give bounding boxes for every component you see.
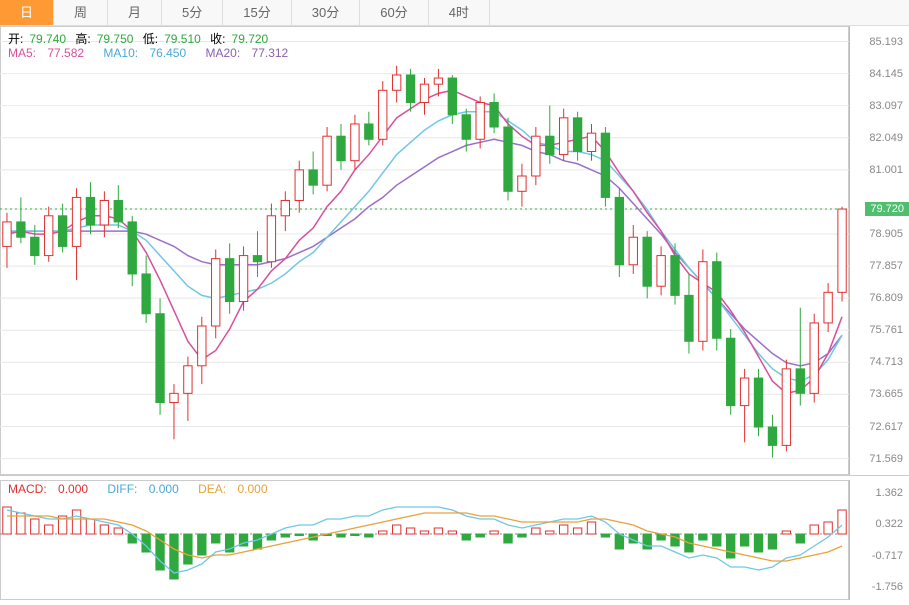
price-tick: 77.857: [869, 260, 903, 272]
low-value: 79.510: [164, 32, 201, 46]
dea-label: DEA: 0.000: [198, 482, 275, 496]
price-tick: 74.713: [869, 356, 903, 368]
timeframe-tab-2[interactable]: 月: [108, 0, 162, 25]
ma5-label: MA5: 77.582: [8, 46, 92, 60]
timeframe-tab-0[interactable]: 日: [0, 0, 54, 25]
macd-label: MACD: 0.000: [8, 482, 96, 496]
timeframe-tab-5[interactable]: 30分: [292, 0, 360, 25]
price-tick: 75.761: [869, 324, 903, 336]
close-label: 收:: [210, 32, 225, 46]
close-value: 79.720: [232, 32, 269, 46]
ma10-label: MA10: 76.450: [103, 46, 194, 60]
macd-info: MACD: 0.000 DIFF: 0.000 DEA: 0.000: [8, 482, 284, 496]
macd-yaxis: 1.362 0.322 -0.717 -1.756: [849, 480, 909, 600]
macd-chart[interactable]: MACD: 0.000 DIFF: 0.000 DEA: 0.000 1.362…: [0, 480, 909, 600]
timeframe-tab-3[interactable]: 5分: [162, 0, 223, 25]
timeframe-tab-7[interactable]: 4时: [429, 0, 490, 25]
chart-container: 日周月5分15分30分60分4时 开: 79.740 高: 79.750 低: 79.…: [0, 0, 909, 605]
current-price-tag: 79.720: [865, 202, 909, 216]
price-tick: 73.665: [869, 388, 903, 400]
low-label: 低:: [143, 32, 158, 46]
price-yaxis: 85.193 84.145 83.097 82.049 81.001 79.720 78.9…: [849, 26, 909, 475]
open-value: 79.740: [29, 32, 66, 46]
diff-label: DIFF: 0.000: [107, 482, 186, 496]
price-tick: 84.145: [869, 68, 903, 80]
ohlc-info: 开: 79.740 高: 79.750 低: 79.510 收: 79.720: [8, 30, 274, 47]
macd-svg: [0, 480, 849, 600]
timeframe-tab-1[interactable]: 周: [54, 0, 108, 25]
price-tick: 72.617: [869, 421, 903, 433]
timeframe-tab-6[interactable]: 60分: [360, 0, 428, 25]
ma20-label: MA20: 77.312: [205, 46, 296, 60]
price-tick: 81.001: [869, 164, 903, 176]
high-value: 79.750: [97, 32, 134, 46]
main-candlestick-chart[interactable]: 开: 79.740 高: 79.750 低: 79.510 收: 79.720 MA5:…: [0, 26, 909, 476]
macd-tick: -1.756: [872, 581, 903, 593]
macd-tick: 1.362: [875, 487, 903, 499]
high-label: 高:: [75, 32, 90, 46]
ma-info: MA5: 77.582 MA10: 76.450 MA20: 77.312: [8, 46, 304, 60]
price-tick: 76.809: [869, 292, 903, 304]
candlestick-svg: [0, 26, 849, 476]
timeframe-tab-4[interactable]: 15分: [223, 0, 291, 25]
price-tick: 71.569: [869, 453, 903, 465]
price-tick: 83.097: [869, 100, 903, 112]
macd-tick: -0.717: [872, 550, 903, 562]
macd-tick: 0.322: [875, 518, 903, 530]
open-label: 开:: [8, 32, 23, 46]
price-tick: 85.193: [869, 36, 903, 48]
price-tick: 82.049: [869, 132, 903, 144]
timeframe-tabs: 日周月5分15分30分60分4时: [0, 0, 909, 26]
price-tick: 78.905: [869, 228, 903, 240]
